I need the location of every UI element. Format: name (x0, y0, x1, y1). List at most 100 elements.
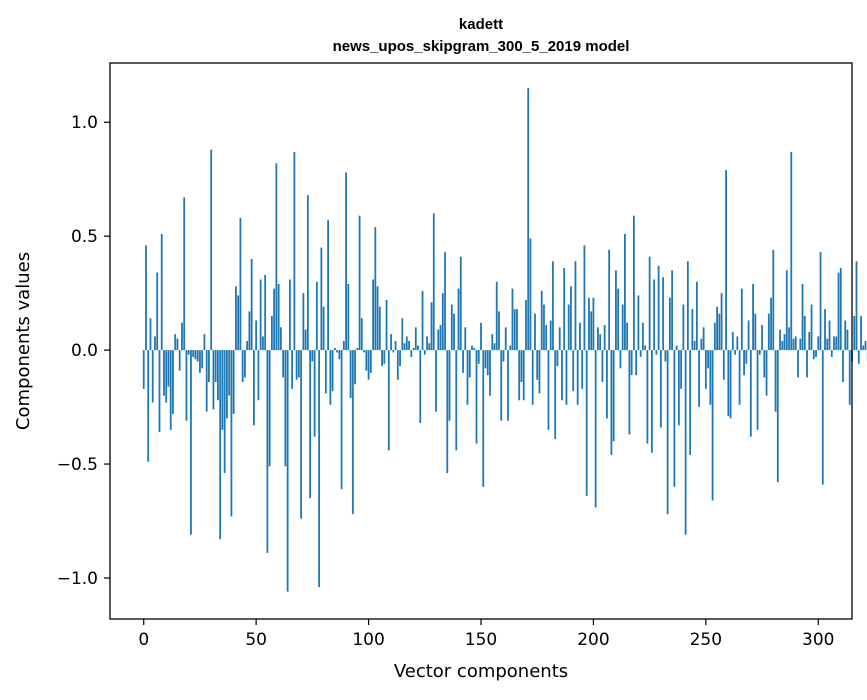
bar (453, 314, 455, 350)
bar (575, 261, 577, 350)
bar (581, 350, 583, 389)
bar (370, 350, 372, 373)
bar (329, 350, 331, 405)
bar (637, 295, 639, 350)
bar (523, 350, 525, 400)
bar (799, 339, 801, 350)
bar (195, 350, 197, 359)
bar (716, 307, 718, 350)
bar (397, 350, 399, 380)
bar (462, 350, 464, 373)
bar (224, 350, 226, 473)
bar (768, 314, 770, 350)
bar (219, 350, 221, 539)
bar (664, 350, 666, 361)
bar (431, 302, 433, 350)
x-tick-label: 250 (690, 630, 722, 650)
bar (183, 197, 185, 350)
bar (345, 172, 347, 350)
bar (500, 350, 502, 421)
bar (307, 195, 309, 350)
bar (842, 350, 844, 382)
bar (849, 350, 851, 405)
bar (611, 350, 613, 455)
bar (667, 350, 669, 514)
bar (383, 350, 385, 364)
bar (736, 336, 738, 350)
bar (455, 350, 457, 450)
bar (521, 350, 523, 382)
bar (347, 284, 349, 350)
bar (352, 350, 354, 514)
bar (653, 279, 655, 350)
bar (754, 314, 756, 350)
bar (703, 327, 705, 350)
bar (278, 284, 280, 350)
bar (831, 350, 833, 357)
bar (856, 261, 858, 350)
bar (320, 248, 322, 351)
bar (629, 350, 631, 434)
bar (554, 350, 556, 439)
bar (811, 305, 813, 351)
bar (606, 350, 608, 418)
bar (646, 350, 648, 443)
bar (640, 350, 642, 357)
bar (534, 314, 536, 350)
bar (327, 220, 329, 350)
y-tick-label: 0.5 (71, 227, 98, 247)
bar (579, 323, 581, 350)
bar (374, 227, 376, 350)
bar (298, 350, 300, 377)
bar (240, 218, 242, 350)
bar (804, 316, 806, 350)
bar (775, 350, 777, 412)
chart-title: kadett (459, 16, 503, 33)
bar (332, 350, 334, 391)
bar (721, 293, 723, 350)
bar (633, 216, 635, 350)
bar (413, 348, 415, 350)
bar (608, 250, 610, 350)
bar (741, 289, 743, 351)
bar (233, 350, 235, 414)
bar (291, 350, 293, 389)
bar (568, 305, 570, 351)
bar (498, 311, 500, 350)
bar (147, 350, 149, 462)
bar (464, 327, 466, 350)
bar (325, 350, 327, 393)
bar (795, 336, 797, 350)
bar (318, 350, 320, 587)
bar (813, 350, 815, 359)
bar (838, 273, 840, 350)
bar (188, 350, 190, 355)
bar (302, 293, 304, 350)
bar (244, 350, 246, 377)
y-tick-label: −1.0 (57, 569, 98, 589)
x-tick-label: 300 (802, 630, 834, 650)
bar (763, 350, 765, 377)
bar (505, 327, 507, 350)
bar (770, 298, 772, 350)
bar (428, 343, 430, 350)
bar (273, 289, 275, 351)
bar (309, 350, 311, 498)
bar (222, 350, 224, 430)
y-tick-label: −0.5 (57, 455, 98, 475)
bar (197, 350, 199, 361)
bar (680, 350, 682, 389)
bar (201, 350, 203, 368)
bar (444, 252, 446, 350)
bar (597, 327, 599, 350)
bars-group (143, 88, 867, 592)
bar (566, 350, 568, 405)
bar (563, 268, 565, 350)
bar (192, 350, 194, 357)
bar (343, 341, 345, 350)
bar (388, 350, 390, 450)
bar (725, 170, 727, 350)
bar (772, 250, 774, 350)
